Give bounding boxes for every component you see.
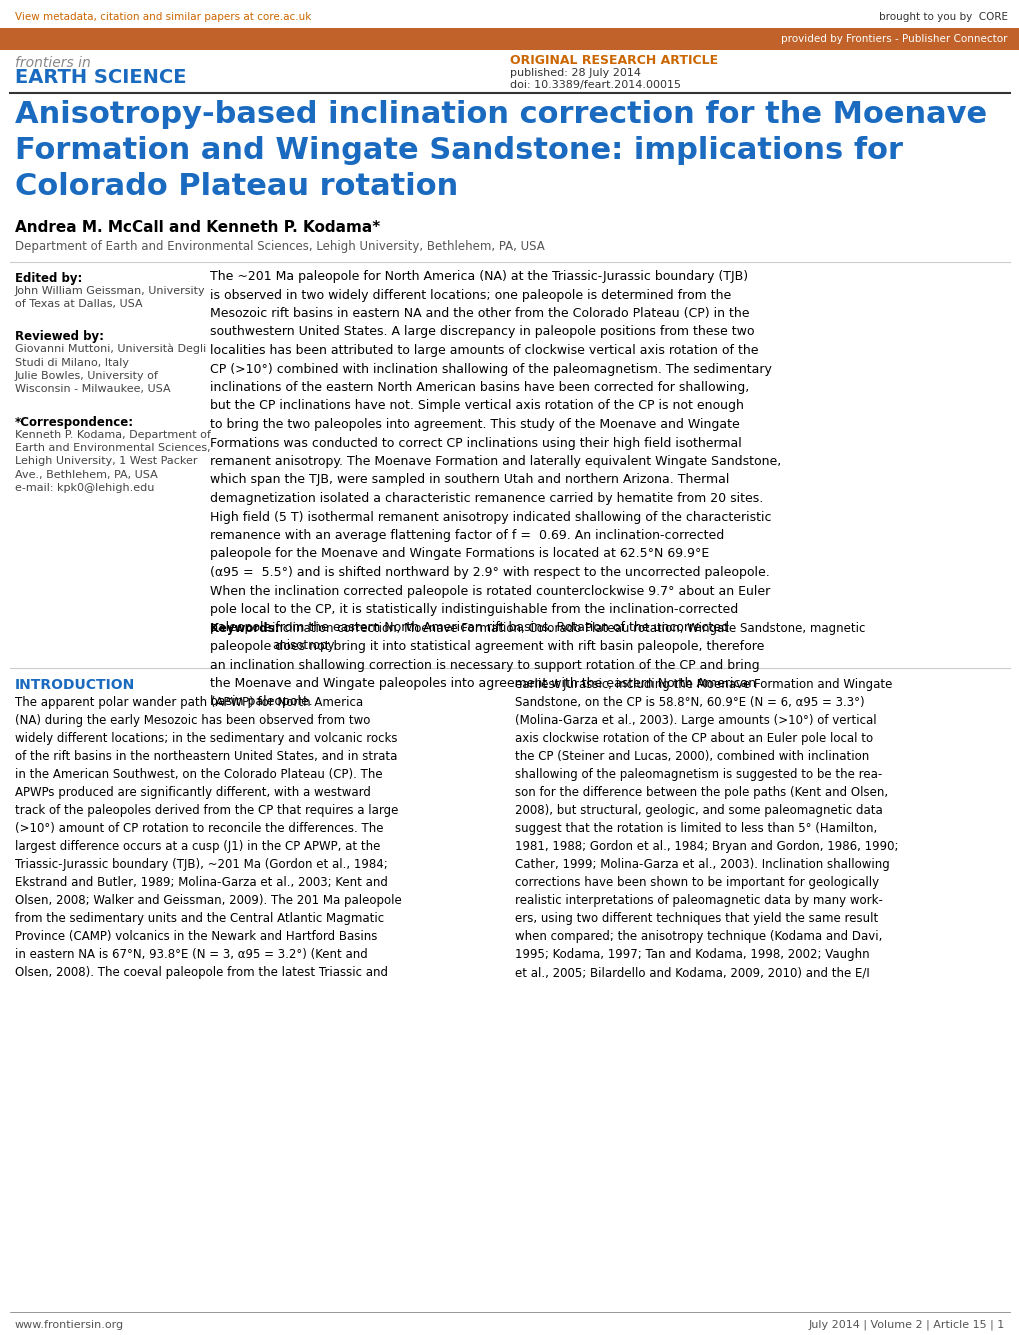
Text: Reviewed by:: Reviewed by: [15,330,104,343]
Text: View metadata, citation and similar papers at core.ac.uk: View metadata, citation and similar pape… [15,12,311,21]
Text: www.frontiersin.org: www.frontiersin.org [15,1320,124,1330]
Text: published: 28 July 2014: published: 28 July 2014 [510,68,640,77]
Text: Department of Earth and Environmental Sciences, Lehigh University, Bethlehem, PA: Department of Earth and Environmental Sc… [15,240,544,254]
Text: provided by Frontiers - Publisher Connector: provided by Frontiers - Publisher Connec… [781,33,1007,44]
Text: Kenneth P. Kodama, Department of
Earth and Environmental Sciences,
Lehigh Univer: Kenneth P. Kodama, Department of Earth a… [15,430,211,493]
Text: brought to you by  CORE: brought to you by CORE [878,12,1007,21]
Text: inclination correction, Moenave Formation, Colorado Plateau rotation, Wingate Sa: inclination correction, Moenave Formatio… [272,622,864,651]
Text: The apparent polar wander path (APWP) for North America
(NA) during the early Me: The apparent polar wander path (APWP) fo… [15,696,401,979]
Text: July 2014 | Volume 2 | Article 15 | 1: July 2014 | Volume 2 | Article 15 | 1 [808,1320,1004,1331]
Text: *Correspondence:: *Correspondence: [15,417,133,429]
Text: The ~201 Ma paleopole for North America (NA) at the Triassic-Jurassic boundary (: The ~201 Ma paleopole for North America … [210,270,781,709]
Text: ORIGINAL RESEARCH ARTICLE: ORIGINAL RESEARCH ARTICLE [510,53,717,67]
Text: Anisotropy-based inclination correction for the Moenave
Formation and Wingate Sa: Anisotropy-based inclination correction … [15,100,986,200]
Text: Keywords:: Keywords: [210,622,283,635]
Text: doi: 10.3389/feart.2014.00015: doi: 10.3389/feart.2014.00015 [510,80,681,89]
Bar [0,28,1019,49]
Text: Giovanni Muttoni, Università Degli
Studi di Milano, Italy
Julie Bowles, Universi: Giovanni Muttoni, Università Degli Studi… [15,344,206,394]
Text: INTRODUCTION: INTRODUCTION [15,678,136,692]
Text: EARTH SCIENCE: EARTH SCIENCE [15,68,186,87]
Text: Edited by:: Edited by: [15,272,83,284]
Text: earliest Jurassic, including the Moenave Formation and Wingate
Sandstone, on the: earliest Jurassic, including the Moenave… [515,678,898,979]
Text: Andrea M. McCall and Kenneth P. Kodama*: Andrea M. McCall and Kenneth P. Kodama* [15,220,380,235]
Text: John William Geissman, University
of Texas at Dallas, USA: John William Geissman, University of Tex… [15,286,206,310]
Text: frontiers in: frontiers in [15,56,91,69]
